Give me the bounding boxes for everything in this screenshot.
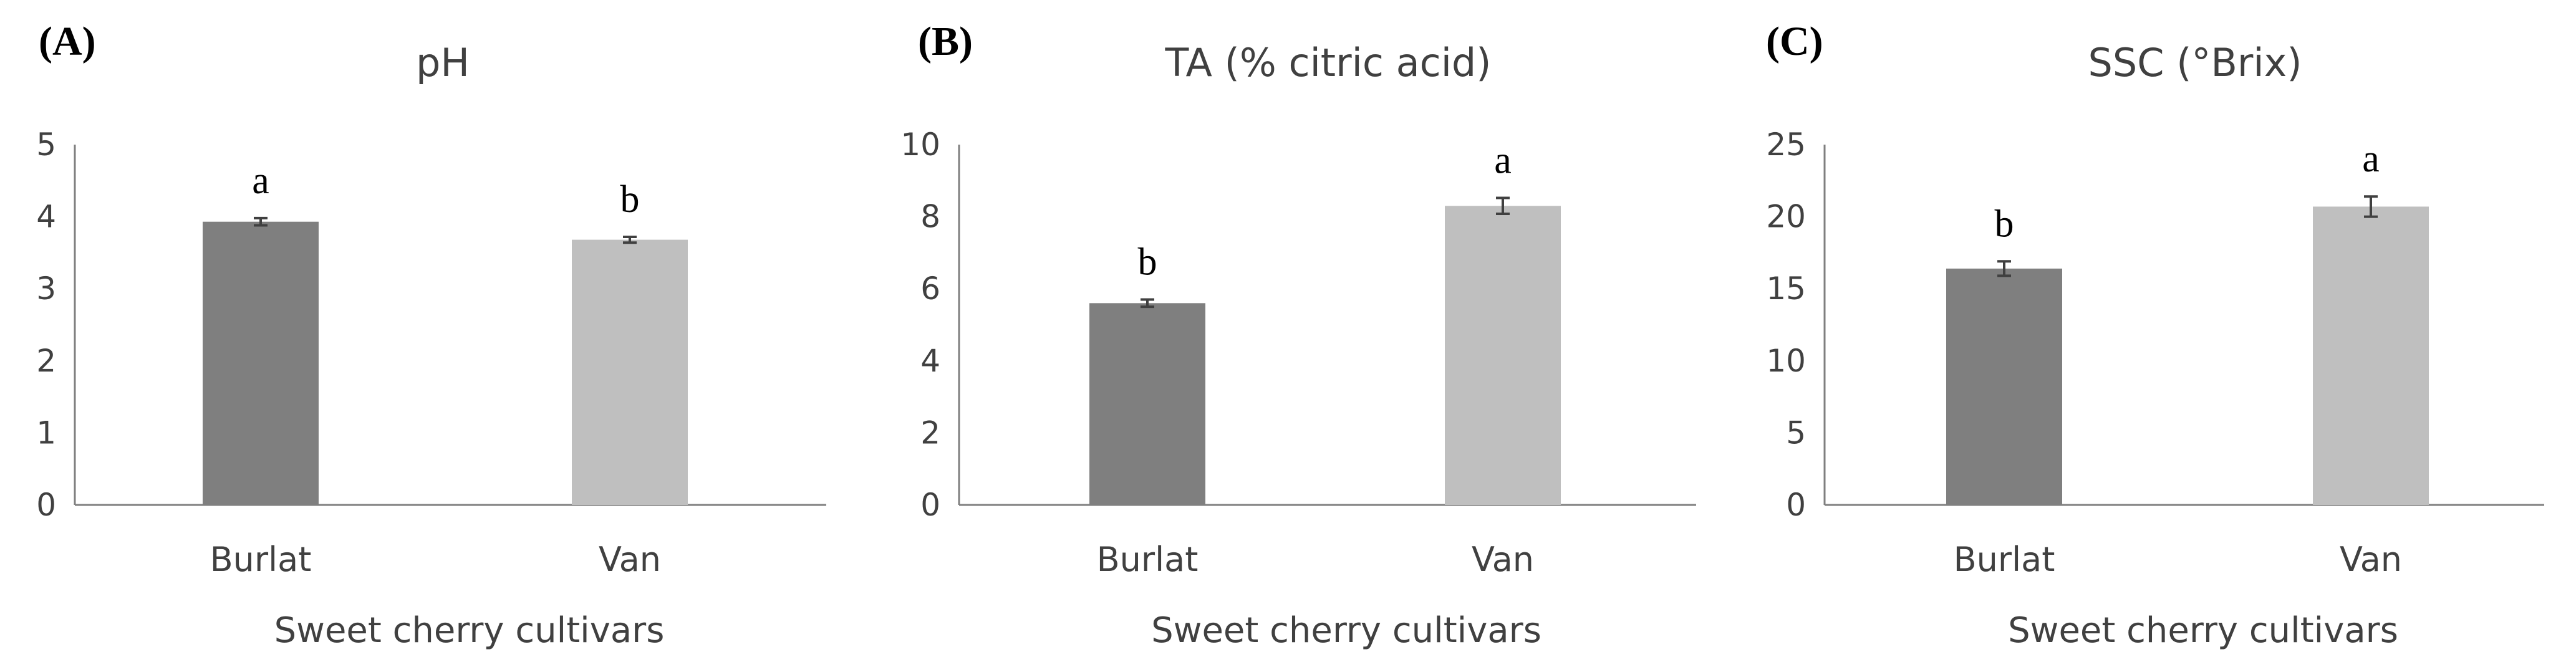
y-tick-label: 1 (36, 415, 56, 451)
y-tick-label: 3 (36, 271, 56, 307)
x-axis-title: Sweet cherry cultivars (2008, 610, 2398, 651)
panel-label: (A) (39, 19, 96, 64)
chart-title: SSC (°Brix) (2088, 40, 2302, 85)
y-tick-label: 2 (920, 415, 940, 451)
bar-burlat (1089, 303, 1205, 505)
significance-letter: a (252, 160, 269, 202)
significance-letter: b (620, 178, 640, 221)
y-tick-label: 25 (1766, 127, 1806, 163)
y-tick-label: 2 (36, 343, 56, 379)
y-tick-label: 4 (36, 199, 56, 235)
significance-letter: b (1995, 203, 2014, 245)
y-tick-label: 20 (1766, 199, 1806, 235)
bar-burlat (1946, 268, 2062, 505)
bar-van (1445, 206, 1561, 505)
y-tick-label: 0 (920, 487, 940, 523)
y-tick-label: 15 (1766, 271, 1806, 307)
y-tick-label: 0 (1786, 487, 1806, 523)
x-tick-label: Van (1472, 540, 1534, 579)
bar-van (2313, 206, 2429, 505)
x-tick-label: Burlat (1954, 540, 2055, 579)
chart-title: pH (416, 40, 470, 85)
y-tick-label: 5 (36, 127, 56, 163)
y-tick-label: 5 (1786, 415, 1806, 451)
x-tick-label: Van (2340, 540, 2402, 579)
y-tick-label: 6 (920, 271, 940, 307)
x-tick-label: Burlat (1097, 540, 1199, 579)
x-axis-title: Sweet cherry cultivars (1151, 610, 1541, 651)
y-tick-label: 0 (36, 487, 56, 523)
panel-label: (B) (918, 19, 973, 64)
x-tick-label: Burlat (210, 540, 312, 579)
x-tick-label: Van (599, 540, 661, 579)
significance-letter: b (1138, 241, 1157, 284)
chart-title: TA (% citric acid) (1165, 40, 1492, 85)
y-tick-label: 4 (920, 343, 940, 379)
significance-letter: a (2362, 138, 2380, 180)
y-tick-label: 10 (1766, 343, 1806, 379)
significance-letter: a (1494, 140, 1512, 182)
x-axis-title: Sweet cherry cultivars (274, 610, 665, 651)
bar-burlat (203, 221, 319, 505)
bar-van (572, 239, 688, 505)
panel-label: (C) (1766, 19, 1823, 64)
y-tick-label: 8 (920, 199, 940, 235)
y-tick-label: 10 (900, 127, 940, 163)
